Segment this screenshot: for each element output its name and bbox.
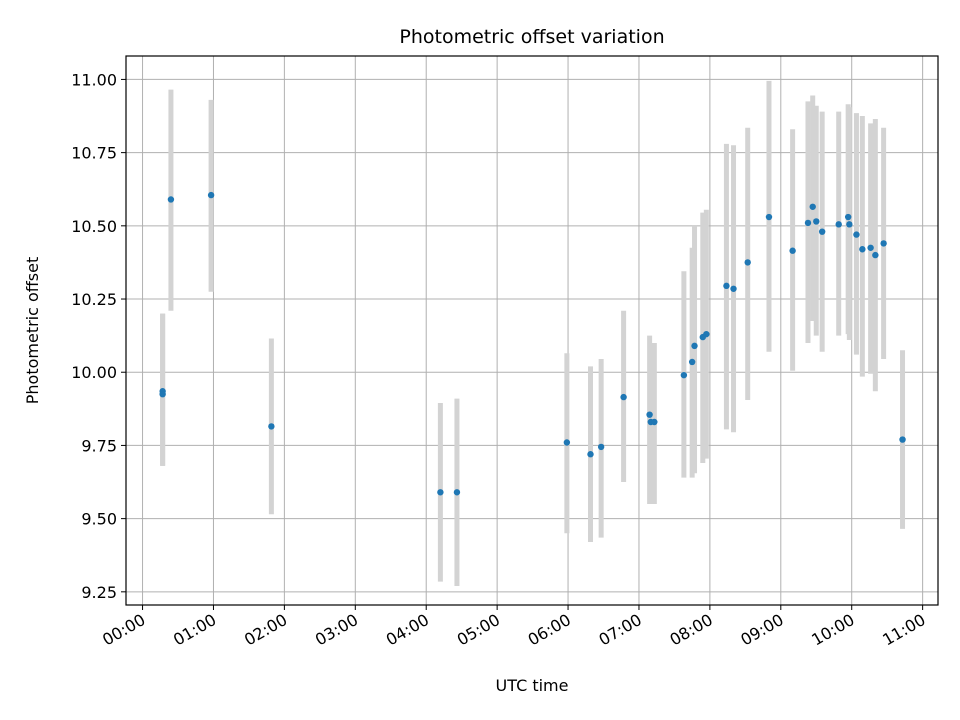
data-point xyxy=(846,221,853,228)
data-point xyxy=(680,371,688,379)
data-point xyxy=(646,411,653,418)
y-tick-label: 10.75 xyxy=(71,144,117,163)
data-point xyxy=(563,439,571,446)
y-axis-ticks: 9.25 9.50 9.75 10.00 10.25 10.50 10.75 11.00 xyxy=(71,70,126,602)
data-points xyxy=(159,191,906,496)
x-axis-label: UTC time xyxy=(496,676,569,695)
data-point xyxy=(765,213,773,221)
data-point xyxy=(867,244,874,251)
y-tick-label: 11.00 xyxy=(71,70,117,89)
y-tick-label: 10.00 xyxy=(71,363,117,382)
data-point xyxy=(703,330,710,338)
data-point xyxy=(789,247,796,254)
data-point xyxy=(730,285,737,292)
data-point xyxy=(207,191,215,199)
data-point xyxy=(853,231,860,238)
data-point xyxy=(688,358,696,366)
data-point xyxy=(818,228,826,235)
data-point xyxy=(691,342,698,350)
y-axis-label: Photometric offset xyxy=(23,257,42,405)
data-point xyxy=(159,390,166,398)
data-point xyxy=(835,221,842,228)
data-point xyxy=(844,213,852,221)
data-point xyxy=(437,489,444,496)
data-point xyxy=(859,246,866,253)
data-point xyxy=(804,219,812,227)
data-point xyxy=(597,443,605,451)
data-point xyxy=(620,393,627,401)
data-point xyxy=(813,218,820,225)
y-tick-label: 10.50 xyxy=(71,217,117,236)
data-point xyxy=(453,489,461,496)
plot-frame xyxy=(125,55,939,606)
data-point xyxy=(880,240,887,247)
y-tick-label: 9.75 xyxy=(81,436,117,455)
y-tick-label: 9.50 xyxy=(81,510,117,529)
data-point xyxy=(587,451,594,458)
data-point xyxy=(167,196,175,203)
chart-title: Photometric offset variation xyxy=(399,26,664,48)
y-tick-label: 9.25 xyxy=(81,583,117,602)
data-point xyxy=(651,418,658,426)
data-point xyxy=(899,436,906,443)
data-point xyxy=(268,423,275,430)
data-point xyxy=(744,259,751,266)
y-tick-label: 10.25 xyxy=(71,290,117,309)
data-point xyxy=(723,282,730,290)
data-point xyxy=(872,251,879,259)
data-point xyxy=(809,203,816,210)
